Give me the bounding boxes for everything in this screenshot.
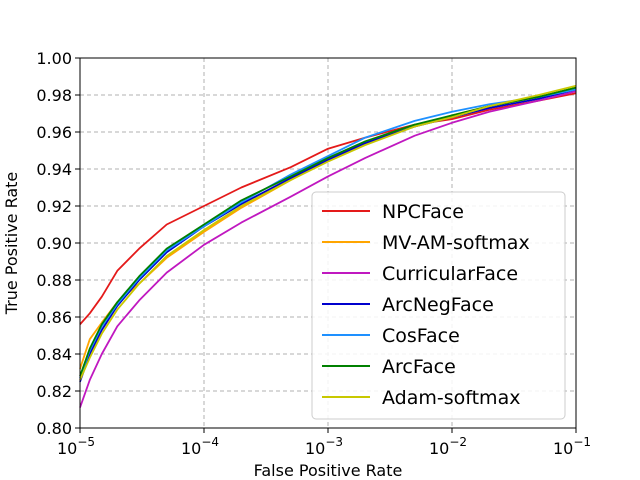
legend: NPCFace MV-AM-softmax CurricularFace ArcNeg… bbox=[311, 191, 566, 420]
series-line-npcface bbox=[79, 92, 577, 325]
y-tick-label: 0.92 bbox=[36, 197, 72, 216]
x-tick-label: 10−1 bbox=[553, 435, 591, 458]
x-tick-label: 10−5 bbox=[57, 435, 95, 458]
y-tick-label: 0.80 bbox=[36, 419, 72, 438]
y-tick-label: 0.96 bbox=[36, 123, 72, 142]
x-tick-label: 10−4 bbox=[181, 435, 219, 458]
legend-label: CosFace bbox=[382, 325, 460, 347]
y-axis-label: True Positive Rate bbox=[2, 172, 21, 316]
legend-label: ArcNegFace bbox=[382, 294, 494, 316]
y-tick-label: 0.88 bbox=[36, 271, 72, 290]
legend-box bbox=[311, 191, 566, 420]
plot-curves bbox=[79, 84, 577, 408]
legend-label: Adam-softmax bbox=[382, 387, 520, 409]
y-tick-label: 0.82 bbox=[36, 382, 72, 401]
x-axis-ticks: 10−5 10−4 10−3 10−2 10−1 bbox=[57, 428, 591, 458]
series-line-arcnegface bbox=[79, 88, 577, 383]
y-tick-label: 0.84 bbox=[36, 345, 72, 364]
x-tick-label: 10−2 bbox=[429, 435, 467, 458]
legend-label: NPCFace bbox=[382, 201, 464, 223]
y-axis-ticks: 0.80 0.82 0.84 0.86 0.88 0.90 0.92 0.94 0.96 0.98… bbox=[36, 49, 80, 438]
series-line-curricularface bbox=[79, 90, 577, 408]
legend-label: ArcFace bbox=[382, 356, 456, 378]
y-tick-label: 1.00 bbox=[36, 49, 72, 68]
x-tick-label: 10−3 bbox=[305, 435, 343, 458]
x-axis-label: False Positive Rate bbox=[254, 461, 403, 480]
y-tick-label: 0.90 bbox=[36, 234, 72, 253]
legend-label: MV-AM-softmax bbox=[382, 232, 530, 254]
y-tick-label: 0.98 bbox=[36, 86, 72, 105]
y-tick-label: 0.94 bbox=[36, 160, 72, 179]
series-line-adam-softmax bbox=[79, 84, 577, 381]
y-tick-label: 0.86 bbox=[36, 308, 72, 327]
legend-label: CurricularFace bbox=[382, 263, 518, 285]
